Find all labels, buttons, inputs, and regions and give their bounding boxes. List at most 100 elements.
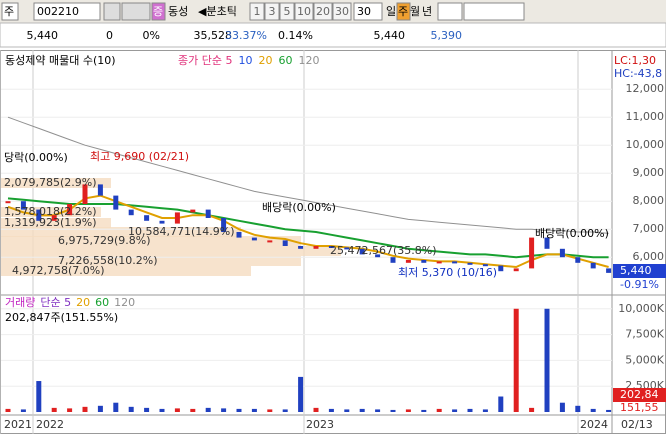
period: 10 xyxy=(297,5,311,18)
y-tick-label: 8,000 xyxy=(633,194,665,207)
y-tick-label: 7,500K xyxy=(625,328,664,341)
candle xyxy=(575,257,581,263)
volume-bar xyxy=(359,408,365,412)
search-button[interactable] xyxy=(103,2,121,21)
volume-bar xyxy=(328,408,334,412)
candle xyxy=(298,246,304,249)
candle xyxy=(5,201,11,204)
volume-bar xyxy=(251,408,257,412)
volume-bar xyxy=(236,408,242,412)
period-button[interactable] xyxy=(313,2,333,21)
last-volume-box xyxy=(613,388,666,402)
profile-band xyxy=(1,218,111,228)
volume-bar xyxy=(452,409,458,412)
profile-label: 7,226,558(10.2%) xyxy=(58,254,158,267)
tag-box[interactable] xyxy=(151,2,166,21)
candle xyxy=(405,260,411,263)
volume-bar xyxy=(51,407,57,412)
volume-bar xyxy=(20,409,26,412)
volume-bar xyxy=(298,376,304,412)
candle xyxy=(390,257,396,263)
profile-band xyxy=(1,207,101,217)
annotation: 최저 5,370 (10/16) xyxy=(398,266,497,279)
candle xyxy=(452,261,458,264)
volume-bar xyxy=(159,408,165,412)
extra-input[interactable] xyxy=(463,2,525,21)
period-button[interactable] xyxy=(264,2,280,21)
legend-entry: 10 xyxy=(238,54,252,67)
candle xyxy=(282,240,288,246)
candle xyxy=(190,209,196,213)
sort-button[interactable] xyxy=(437,2,463,21)
name: 동성 xyxy=(168,5,188,18)
candle xyxy=(421,260,427,263)
candle xyxy=(467,262,473,265)
profile-label: 6,975,729(9.8%) xyxy=(58,234,151,247)
candle xyxy=(97,184,103,196)
candle xyxy=(328,246,334,248)
quote-value: 5,440 xyxy=(374,29,406,42)
quote-value: 33.37% xyxy=(225,29,267,42)
volume-bar xyxy=(606,409,612,412)
period-button[interactable] xyxy=(332,2,352,21)
quote-value: 5,390 xyxy=(431,29,463,42)
legend-entry: 단순 5 xyxy=(40,296,71,309)
profile-label: 2,079,785(2.9%) xyxy=(4,176,97,189)
moving-average xyxy=(7,116,609,234)
profile-label: 25,472,567(35.8%) xyxy=(330,244,437,257)
volume-bar xyxy=(221,408,227,412)
interval-select[interactable] xyxy=(353,2,383,21)
candle xyxy=(51,215,57,221)
unit: 년 xyxy=(422,5,432,18)
volume-bar xyxy=(97,405,103,412)
candle xyxy=(513,268,519,272)
volume-bar xyxy=(513,308,519,412)
market: 주 xyxy=(4,5,14,18)
code-input[interactable] xyxy=(33,2,101,21)
candle xyxy=(590,262,596,269)
annotation: 당락(0.00%) xyxy=(4,151,68,164)
candle xyxy=(529,237,535,269)
period-button[interactable] xyxy=(294,2,314,21)
volume-bar xyxy=(344,409,350,412)
legend-entry: 종가 단순 5 xyxy=(178,54,232,67)
candle xyxy=(498,265,504,272)
period: 1 xyxy=(254,5,261,18)
unit: 일 xyxy=(386,4,396,18)
x-label: 2024 xyxy=(580,418,608,431)
y-tick-label: 5,000K xyxy=(625,353,664,366)
candle xyxy=(375,254,381,258)
profile-band xyxy=(1,178,111,188)
tag: 증 xyxy=(153,5,163,18)
candle xyxy=(544,237,550,249)
volume-bar xyxy=(82,406,88,412)
candle xyxy=(174,212,180,224)
market-select[interactable] xyxy=(1,2,19,21)
volume-bar xyxy=(467,408,473,412)
candle xyxy=(482,264,488,267)
profile-band xyxy=(1,246,341,256)
candle xyxy=(67,204,73,216)
sound-button[interactable] xyxy=(121,2,151,21)
candle xyxy=(559,248,565,258)
profile-band xyxy=(1,256,301,266)
y-tick-label: 9,000 xyxy=(633,166,665,179)
volume-bar xyxy=(559,402,565,412)
quote-bar xyxy=(0,22,666,48)
volume-bar xyxy=(144,407,150,412)
period-button[interactable] xyxy=(249,2,265,21)
candle xyxy=(313,246,319,249)
period: 5 xyxy=(284,5,291,18)
period-button[interactable] xyxy=(279,2,295,21)
profile-band xyxy=(1,227,241,237)
quote-value: 0% xyxy=(143,29,160,42)
volume-bar xyxy=(544,308,550,412)
x-label: 02/13 xyxy=(621,418,653,431)
volume-bar xyxy=(128,406,134,412)
lc: LC:1,30 xyxy=(614,54,656,67)
unit: 월 xyxy=(410,5,420,18)
unit-active[interactable] xyxy=(396,2,411,21)
profile-label: 4,972,758(7.0%) xyxy=(12,264,105,277)
candle xyxy=(159,220,165,224)
profile-label: 1,319,923(1.9%) xyxy=(4,216,97,229)
